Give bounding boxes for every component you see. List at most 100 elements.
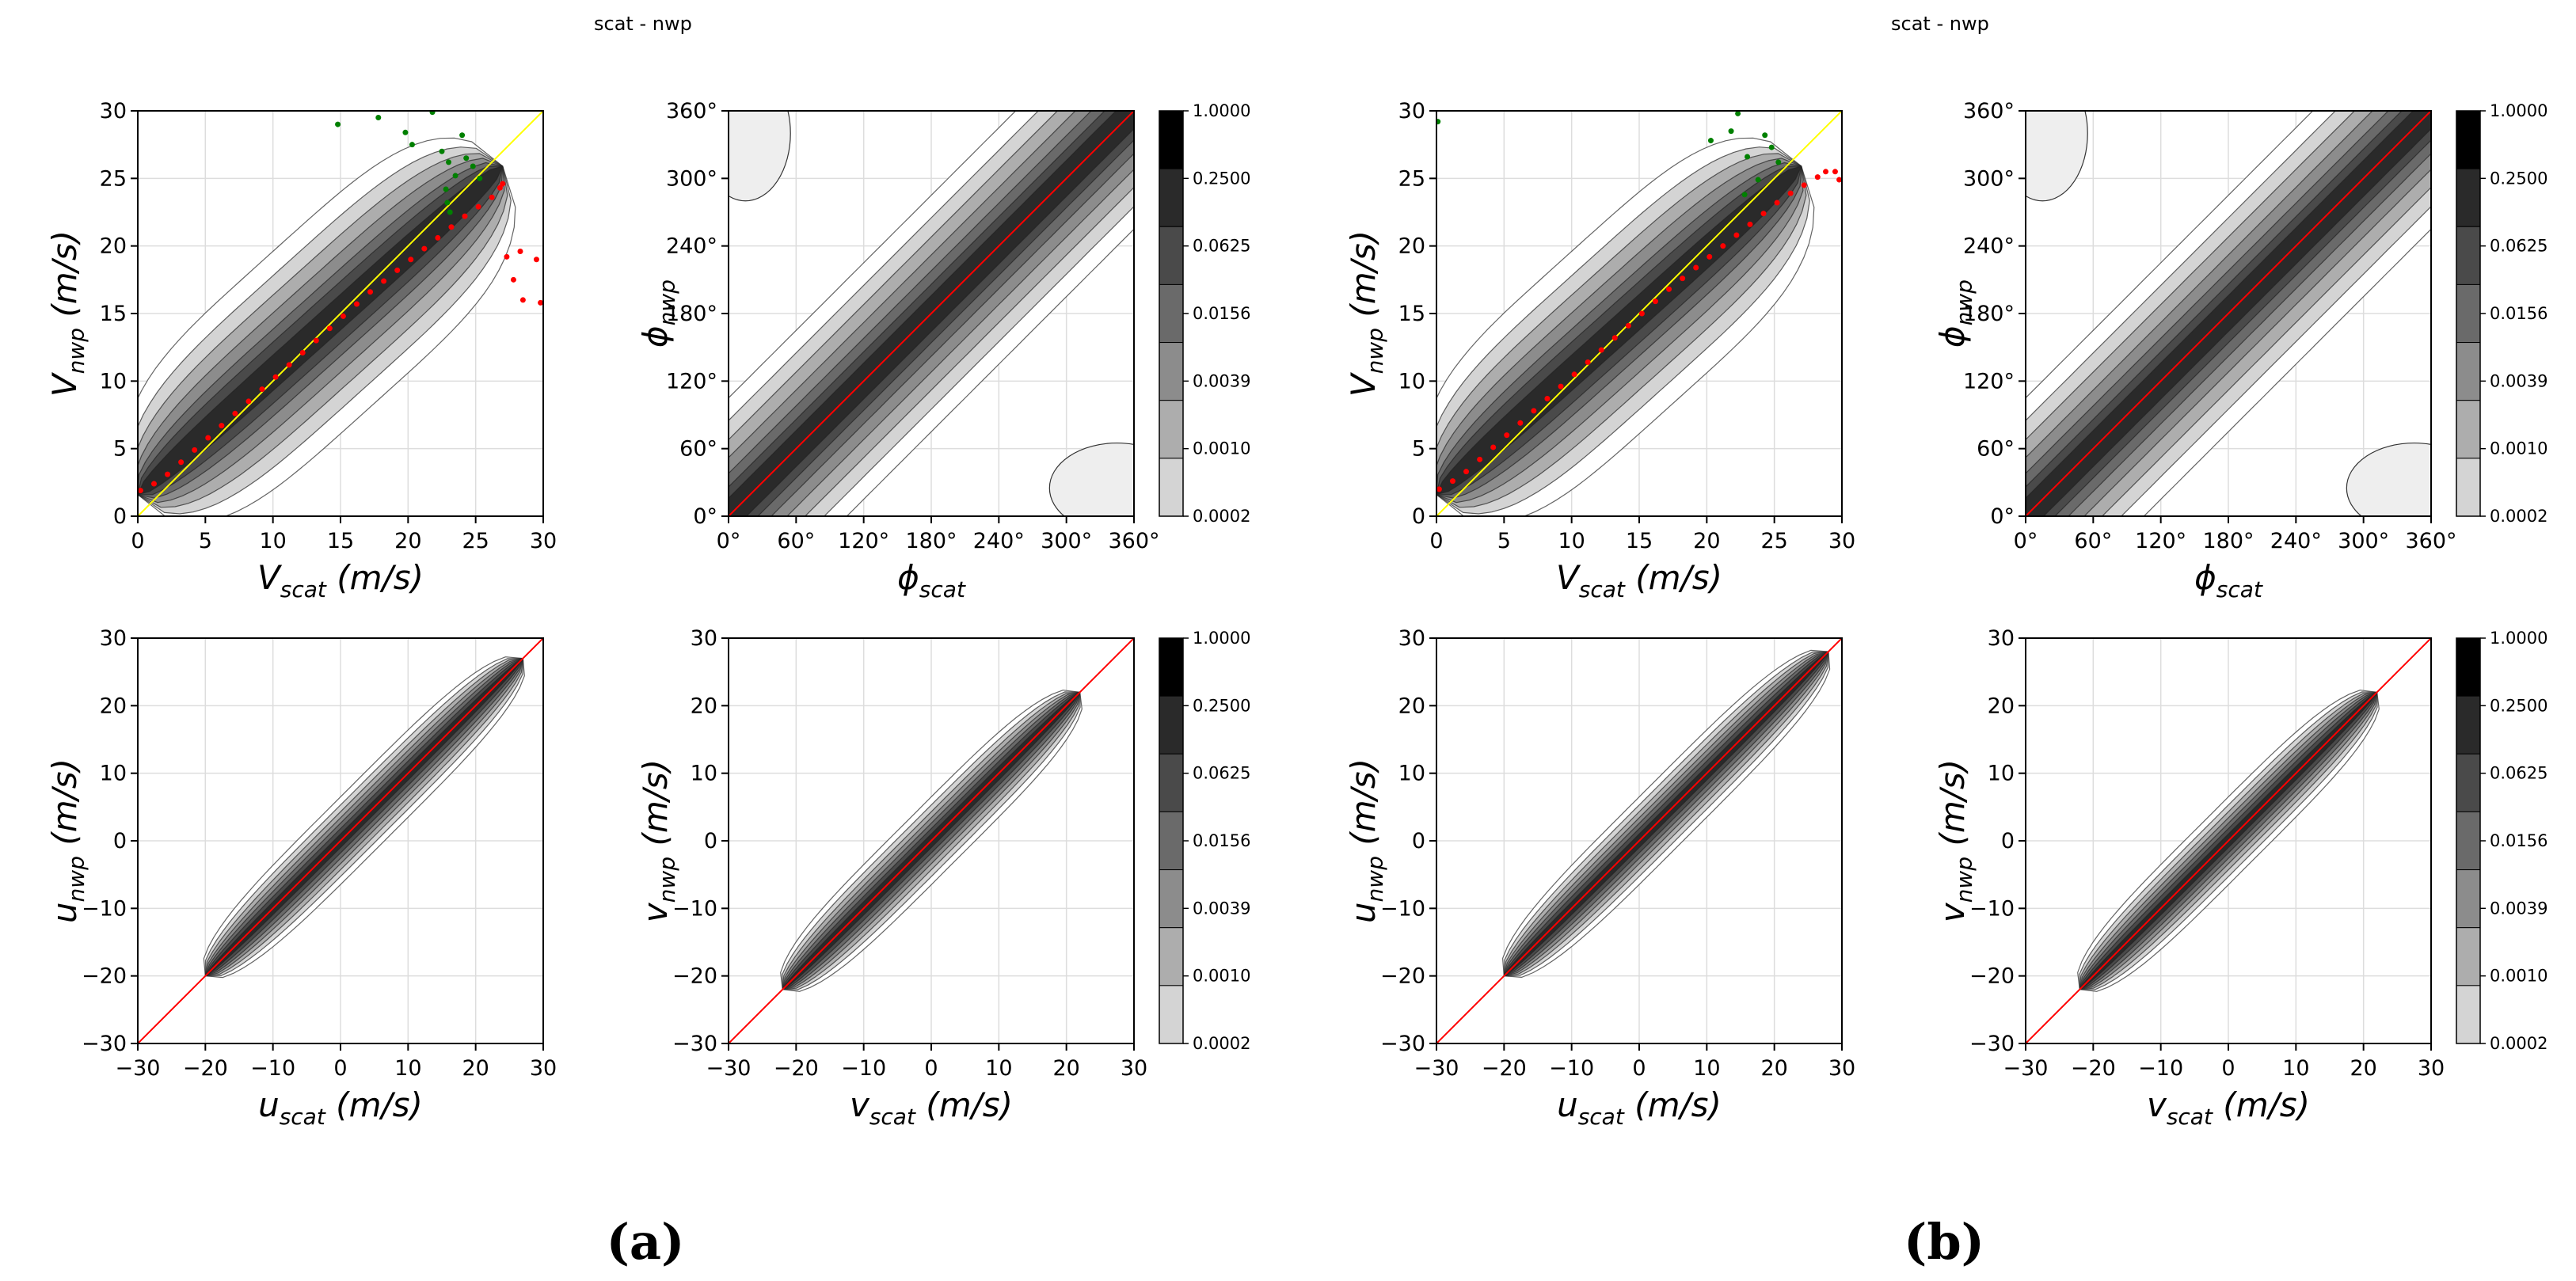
x-label-main: ϕ bbox=[2194, 558, 2216, 597]
green-point bbox=[1728, 128, 1734, 135]
y-tick-label: 360° bbox=[666, 99, 717, 124]
y-tick-label: 0 bbox=[1412, 504, 1425, 529]
y-tick-label: 0 bbox=[704, 829, 717, 853]
x-axis-label: vscat (m/s) bbox=[850, 1085, 1013, 1130]
x-label-sub: scat bbox=[869, 1104, 916, 1130]
red-point bbox=[1832, 169, 1838, 175]
wrap-contour-1 bbox=[1048, 442, 1134, 516]
x-label-unit: (m/s) bbox=[1624, 1085, 1722, 1124]
colorbar-segment bbox=[1159, 168, 1184, 227]
y-label-unit: (m/s) bbox=[1344, 758, 1383, 856]
y-axis-label: Vnwp (m/s) bbox=[45, 230, 89, 397]
y-tick-label: 30 bbox=[1398, 626, 1425, 651]
y-tick-label: 0° bbox=[693, 504, 717, 529]
y-tick-label: 240° bbox=[1963, 234, 2015, 259]
red-point bbox=[517, 248, 523, 254]
green-point bbox=[1768, 144, 1775, 150]
x-label-main: ϕ bbox=[897, 558, 919, 597]
y-tick-label: 15 bbox=[1398, 302, 1425, 326]
x-label-unit: (m/s) bbox=[326, 558, 424, 597]
x-tick-label: −30 bbox=[706, 1056, 751, 1081]
y-tick-label: 5 bbox=[1412, 437, 1425, 462]
y-tick-label: 20 bbox=[691, 694, 717, 718]
green-point bbox=[375, 115, 382, 121]
red-point bbox=[313, 337, 319, 344]
x-tick-label: 360° bbox=[1108, 529, 1159, 553]
green-point bbox=[443, 186, 449, 192]
y-label-sub: nwp bbox=[1362, 328, 1388, 374]
red-point bbox=[462, 213, 468, 219]
red-point bbox=[435, 234, 441, 241]
red-point bbox=[1463, 469, 1470, 475]
x-tick-label: 300° bbox=[2338, 529, 2389, 553]
chart-b-dir: 0°0° 60° 60° 120° 120° 180° 180° 240° 240° 300° 30… bbox=[1933, 99, 2457, 602]
x-tick-label: 15 bbox=[1626, 529, 1653, 553]
colorbar-tick-label: 0.2500 bbox=[1193, 169, 1250, 188]
red-point bbox=[1760, 211, 1767, 217]
y-label-unit: (m/s) bbox=[1933, 759, 1972, 857]
contour-level-7 bbox=[1436, 165, 1802, 496]
y-tick-label: 30 bbox=[691, 626, 717, 651]
red-point bbox=[510, 276, 516, 283]
colorbar-segment bbox=[2456, 811, 2481, 871]
x-label-sub: scat bbox=[919, 576, 966, 602]
x-label-sub: scat bbox=[1579, 576, 1626, 602]
x-tick-label: 0° bbox=[2014, 529, 2038, 553]
red-point bbox=[1477, 456, 1483, 462]
red-point bbox=[192, 447, 198, 453]
red-point bbox=[1449, 478, 1455, 485]
y-tick-label: 30 bbox=[1398, 99, 1425, 124]
y-label-sub: nwp bbox=[63, 856, 89, 902]
x-tick-label: 10 bbox=[1693, 1056, 1720, 1081]
y-tick-label: 300° bbox=[1963, 166, 2015, 191]
x-label-unit: (m/s) bbox=[2213, 1085, 2310, 1124]
density-contours bbox=[2026, 638, 2431, 1043]
y-label-main: v bbox=[1933, 902, 1972, 922]
x-tick-label: −10 bbox=[2138, 1056, 2183, 1081]
red-point bbox=[538, 299, 543, 306]
x-tick-label: −10 bbox=[1549, 1056, 1594, 1081]
x-tick-label: −20 bbox=[774, 1056, 819, 1081]
red-point bbox=[1814, 174, 1821, 181]
colorbar-segment bbox=[1159, 458, 1184, 517]
red-point bbox=[219, 423, 225, 429]
y-label-main: ϕ bbox=[1933, 325, 1972, 348]
colorbar-tick-label: 0.0039 bbox=[1193, 899, 1250, 918]
y-tick-label: −20 bbox=[82, 964, 127, 989]
red-point bbox=[1558, 383, 1564, 390]
x-label-sub: scat bbox=[280, 576, 327, 602]
green-point bbox=[444, 200, 451, 206]
red-point bbox=[205, 435, 211, 441]
colorbar-segment bbox=[1159, 985, 1184, 1044]
x-tick-label: −10 bbox=[841, 1056, 886, 1081]
x-axis-label: ϕscat bbox=[2194, 558, 2263, 602]
green-point bbox=[459, 132, 466, 139]
green-point bbox=[402, 129, 409, 135]
red-point bbox=[394, 267, 401, 273]
colorbar-segment bbox=[2456, 283, 2481, 344]
red-point bbox=[367, 289, 374, 295]
red-point bbox=[1585, 359, 1591, 365]
colorbar-tick-label: 1.0000 bbox=[2490, 101, 2547, 120]
y-label-main: V bbox=[1344, 371, 1383, 397]
y-label-sub: nwp bbox=[654, 279, 680, 325]
red-point bbox=[489, 194, 495, 200]
x-tick-label: −10 bbox=[250, 1056, 295, 1081]
colorbar-segment bbox=[2456, 168, 2481, 227]
y-label-main: u bbox=[45, 902, 84, 923]
red-point bbox=[1611, 335, 1618, 341]
red-point bbox=[500, 181, 506, 187]
colorbar-tick-label: 0.0010 bbox=[1193, 967, 1250, 986]
x-tick-label: 0 bbox=[1429, 529, 1443, 553]
red-point bbox=[353, 301, 360, 307]
x-tick-label: 25 bbox=[1760, 529, 1787, 553]
y-label-main: V bbox=[45, 371, 84, 397]
x-label-sub: scat bbox=[1578, 1104, 1625, 1130]
colorbar-segment bbox=[2456, 110, 2481, 169]
green-point bbox=[470, 163, 476, 169]
green-point bbox=[1707, 138, 1714, 144]
red-point bbox=[1693, 264, 1699, 271]
colorbar-segment bbox=[2456, 985, 2481, 1044]
